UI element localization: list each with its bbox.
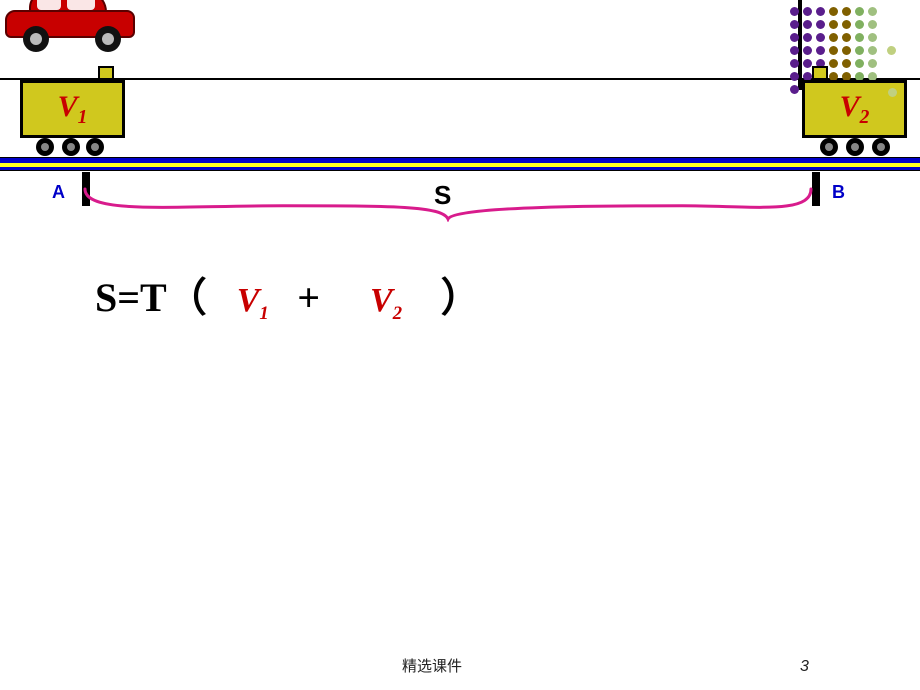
dot xyxy=(842,20,851,29)
dot xyxy=(790,20,799,29)
dot xyxy=(855,33,864,42)
dot xyxy=(816,20,825,29)
cart-box: V1 xyxy=(20,80,125,138)
dot xyxy=(887,46,896,55)
dot xyxy=(842,59,851,68)
dot xyxy=(790,85,799,94)
dot xyxy=(888,88,897,97)
dot xyxy=(790,46,799,55)
dot xyxy=(868,59,877,68)
formula-v2-sub: 2 xyxy=(393,303,402,324)
v2-sub: 2 xyxy=(860,107,870,128)
wheel-icon xyxy=(62,138,80,156)
car-window xyxy=(37,0,61,10)
formula-v1-letter: V xyxy=(237,282,260,319)
dot xyxy=(803,59,812,68)
label-b: B xyxy=(832,182,845,203)
wheel-icon xyxy=(86,138,104,156)
dot xyxy=(842,33,851,42)
dot xyxy=(803,20,812,29)
dot xyxy=(842,46,851,55)
v2-letter: V xyxy=(840,90,860,123)
paren-open: （ xyxy=(167,275,207,320)
dot xyxy=(816,46,825,55)
dot xyxy=(829,46,838,55)
stage: V1 V2 A B S S=T（ V1 + V2 ） xyxy=(0,0,920,690)
dot xyxy=(790,33,799,42)
wheel-icon xyxy=(95,26,121,52)
dot xyxy=(803,7,812,16)
car-window xyxy=(67,0,95,10)
wheel-icon xyxy=(36,138,54,156)
page-number: 3 xyxy=(800,658,809,676)
wheel-icon xyxy=(872,138,890,156)
formula-v2-letter: V xyxy=(370,282,393,319)
dot xyxy=(855,46,864,55)
distance-brace xyxy=(82,186,814,222)
formula: S=T（ V1 + V2 ） xyxy=(95,265,481,325)
formula-v1: V1 xyxy=(237,282,278,319)
dot xyxy=(868,20,877,29)
dot xyxy=(790,7,799,16)
dot xyxy=(829,20,838,29)
dot xyxy=(790,59,799,68)
formula-plus: + xyxy=(297,275,320,320)
formula-v2: V2 xyxy=(370,282,411,319)
dot xyxy=(816,33,825,42)
chimney-icon xyxy=(812,66,828,80)
v1-sub: 1 xyxy=(78,107,88,128)
velocity-v2-label: V2 xyxy=(840,90,870,129)
dot xyxy=(868,33,877,42)
dot xyxy=(803,46,812,55)
ground-line xyxy=(0,78,920,80)
formula-lhs: S=T xyxy=(95,275,167,320)
dot xyxy=(829,59,838,68)
dot xyxy=(855,7,864,16)
dot xyxy=(829,7,838,16)
brace-svg xyxy=(82,186,814,222)
dot xyxy=(803,33,812,42)
wheel-icon xyxy=(23,26,49,52)
chimney-icon xyxy=(98,66,114,80)
dot xyxy=(842,7,851,16)
track-rail xyxy=(0,157,920,171)
dot xyxy=(868,46,877,55)
v1-letter: V xyxy=(58,90,78,123)
formula-v1-sub: 1 xyxy=(259,303,268,324)
footer-text: 精选课件 xyxy=(402,655,462,676)
wheel-icon xyxy=(820,138,838,156)
dot xyxy=(816,7,825,16)
paren-close: ） xyxy=(441,275,481,320)
dot xyxy=(855,20,864,29)
dot xyxy=(829,33,838,42)
label-a: A xyxy=(52,182,65,203)
wheel-icon xyxy=(846,138,864,156)
dot xyxy=(855,59,864,68)
dot xyxy=(790,72,799,81)
velocity-v1-label: V1 xyxy=(58,90,88,129)
dot xyxy=(868,7,877,16)
